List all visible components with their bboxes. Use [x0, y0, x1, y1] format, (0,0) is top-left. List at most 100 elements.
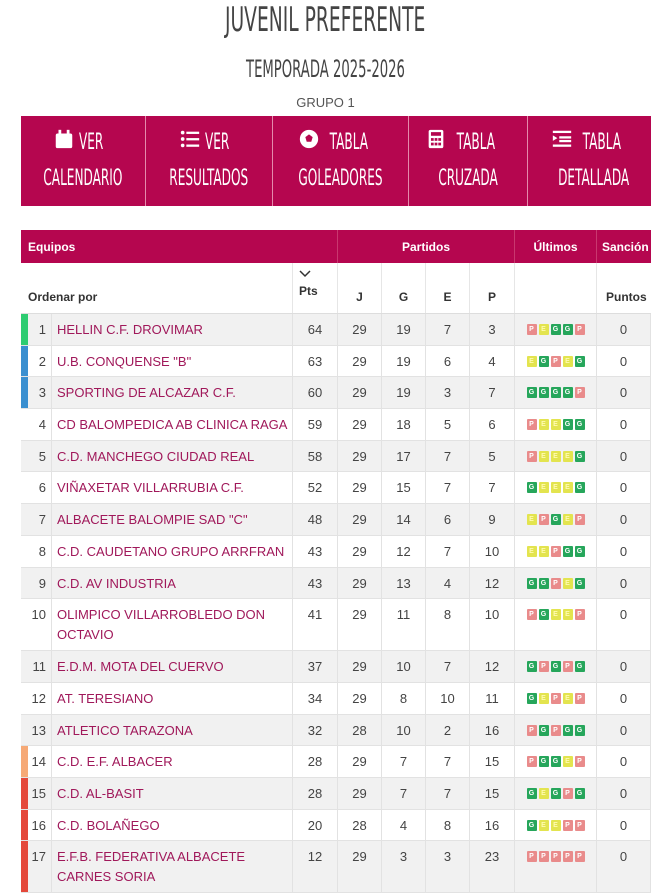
team-link[interactable]: ALBACETE BALOMPIE SAD "C": [52, 504, 293, 535]
calendar-icon: [53, 125, 75, 161]
header-last: Últimos: [515, 230, 597, 263]
result-badge: P: [550, 545, 561, 557]
table-header: Equipos Partidos Últimos Sanción: [21, 230, 651, 263]
position: 2: [28, 345, 52, 377]
drawn: 8: [426, 599, 470, 651]
result-badge: P: [574, 819, 585, 831]
zone-marker: [21, 345, 28, 377]
drawn: 7: [426, 535, 470, 567]
result-badge: G: [574, 545, 585, 557]
col-p[interactable]: P: [470, 263, 515, 313]
table-row: 7 ALBACETE BALOMPIE SAD "C" 48 29 14 6 9…: [21, 504, 651, 536]
position: 9: [28, 567, 52, 599]
result-badge: P: [574, 324, 585, 335]
table-row: 5 C.D. MANCHEGO CIUDAD REAL 58 29 17 7 5…: [21, 440, 651, 473]
result-badge: P: [574, 514, 585, 526]
menu-label-2: DETALLADA: [558, 166, 630, 191]
sanction-points: 0: [597, 746, 651, 777]
team-link[interactable]: VIÑAXETAR VILLARRUBIA C.F.: [52, 472, 293, 504]
position: 12: [28, 682, 52, 714]
result-badge: E: [550, 482, 561, 494]
won: 19: [382, 314, 426, 345]
result-badge: P: [538, 661, 549, 673]
menu-button-detallada[interactable]: TABLA DETALLADA: [528, 116, 651, 206]
menu-label-1: TABLA: [456, 130, 496, 155]
chevron-down-icon: [299, 269, 311, 277]
lost: 3: [470, 314, 515, 345]
result-badge: E: [550, 609, 561, 621]
team-link[interactable]: SPORTING DE ALCAZAR C.F.: [52, 377, 293, 409]
result-badge: P: [574, 851, 585, 863]
team-link[interactable]: C.D. MANCHEGO CIUDAD REAL: [52, 440, 293, 472]
team-link[interactable]: C.D. CAUDETANO GRUPO ARRFRAN: [52, 535, 293, 567]
played: 28: [338, 714, 382, 746]
result-badge: G: [562, 324, 573, 335]
result-badge: E: [538, 324, 549, 335]
team-link[interactable]: C.D. AV INDUSTRIA: [52, 567, 293, 599]
result-badge: E: [538, 419, 549, 431]
lost: 15: [470, 746, 515, 777]
result-badge: E: [538, 819, 549, 831]
team-link[interactable]: AT. TERESIANO: [52, 682, 293, 714]
lost: 12: [470, 567, 515, 599]
pts: 28: [293, 746, 338, 777]
col-e[interactable]: E: [426, 263, 470, 313]
result-badge: E: [550, 450, 561, 462]
col-j[interactable]: J: [338, 263, 382, 313]
sort-pts-button[interactable]: Pts: [293, 263, 338, 313]
zone-marker: [21, 536, 28, 567]
pts: 52: [293, 472, 338, 504]
lost: 12: [470, 651, 515, 682]
result-badge: E: [562, 756, 573, 768]
menu-button-cruzada[interactable]: TABLA CRUZADA: [409, 116, 528, 206]
lost: 9: [470, 504, 515, 535]
result-badge: P: [550, 724, 561, 736]
sanction-points: 0: [597, 777, 651, 809]
result-badge: E: [538, 545, 549, 557]
result-badge: G: [526, 787, 537, 799]
won: 4: [382, 809, 426, 841]
drawn: 6: [426, 504, 470, 535]
result-badge: E: [538, 482, 549, 494]
result-badge: P: [526, 324, 537, 335]
result-badge: P: [574, 756, 585, 768]
won: 11: [382, 599, 426, 651]
result-badge: P: [538, 851, 549, 863]
menu-button-goleadores[interactable]: TABLA GOLEADORES: [273, 116, 409, 206]
col-g[interactable]: G: [382, 263, 426, 313]
team-link[interactable]: OLIMPICO VILLARROBLEDO DON OCTAVIO: [52, 599, 293, 651]
team-link[interactable]: C.D. BOLAÑEGO: [52, 809, 293, 841]
team-link[interactable]: CD BALOMPEDICA AB CLINICA RAGA: [52, 409, 293, 440]
team-link[interactable]: ATLETICO TARAZONA: [52, 714, 293, 746]
result-badge: G: [574, 577, 585, 589]
menu-button-resultados[interactable]: VER RESULTADOS: [146, 116, 273, 206]
played: 29: [338, 504, 382, 535]
result-badge: P: [550, 851, 561, 863]
team-link[interactable]: HELLIN C.F. DROVIMAR: [52, 314, 293, 345]
team-link[interactable]: E.D.M. MOTA DEL CUERVO: [52, 651, 293, 682]
table-row: 10 OLIMPICO VILLARROBLEDO DON OCTAVIO 41…: [21, 599, 651, 652]
played: 29: [338, 567, 382, 599]
pts: 63: [293, 345, 338, 377]
team-link[interactable]: C.D. E.F. ALBACER: [52, 746, 293, 777]
result-badge: E: [562, 482, 573, 494]
calculator-icon: [425, 125, 447, 161]
pts: 12: [293, 841, 338, 893]
played: 29: [338, 314, 382, 345]
team-link[interactable]: U.B. CONQUENSE "B": [52, 345, 293, 377]
team-link[interactable]: C.D. AL-BASIT: [52, 777, 293, 809]
result-badge: P: [550, 355, 561, 367]
soccer-ball-icon: [298, 125, 320, 161]
team-link[interactable]: E.F.B. FEDERATIVA ALBACETE CARNES SORIA: [52, 841, 293, 893]
result-badge: P: [538, 514, 549, 526]
zone-marker: [21, 472, 28, 503]
result-badge: G: [574, 787, 585, 799]
menu-button-calendario[interactable]: VER CALENDARIO: [21, 116, 146, 206]
